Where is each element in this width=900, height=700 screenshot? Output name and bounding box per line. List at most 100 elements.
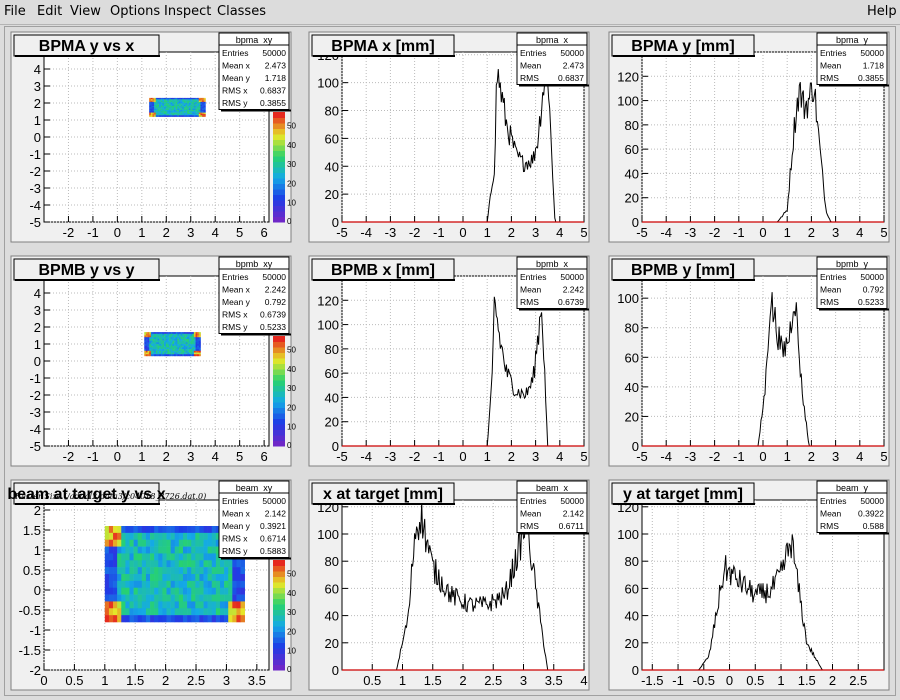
heatmap-cell (137, 594, 143, 602)
heatmap-cell (190, 105, 193, 108)
heatmap-cell (137, 532, 143, 541)
heatmap-cell (166, 526, 171, 534)
heatmap-cell (219, 608, 225, 616)
heatmap-cell (167, 100, 170, 103)
heatmap-cell (182, 115, 185, 117)
menu-options[interactable]: Options (110, 4, 161, 19)
stats-label: Mean (520, 509, 542, 519)
heatmap-cell (183, 99, 186, 101)
stats-value: 50000 (560, 272, 584, 282)
heatmap-cell (169, 347, 172, 350)
heatmap-cell (149, 112, 152, 115)
heatmap-cell (236, 601, 241, 609)
heatmap-cell (182, 109, 185, 112)
heatmap-cell (182, 338, 185, 341)
x-tick-label: 1.5 (126, 673, 144, 688)
menu-help[interactable]: Help (867, 4, 897, 19)
heatmap-cell (133, 580, 139, 589)
heatmap-cell (150, 103, 153, 105)
heatmap-cell (192, 100, 195, 103)
heatmap-cell (150, 109, 153, 112)
heatmap-cell (150, 539, 155, 547)
heatmap-cell (144, 345, 147, 348)
heatmap-cell (175, 332, 178, 335)
heatmap-cell (174, 332, 177, 335)
heatmap-cell (164, 345, 167, 348)
heatmap-cell (199, 580, 204, 589)
heatmap-cell (162, 349, 165, 352)
heatmap-cell (147, 347, 150, 350)
heatmap-cell (121, 608, 126, 616)
stats-label: RMS y (222, 322, 248, 332)
heatmap-cell (202, 104, 205, 107)
heatmap-cell (141, 560, 147, 568)
heatmap-cell (155, 111, 158, 113)
menu-view[interactable]: View (70, 4, 101, 19)
heatmap-cell (197, 349, 200, 352)
palette-step (273, 565, 285, 572)
heatmap-cell (166, 587, 171, 595)
y-tick-label: -3 (29, 405, 41, 420)
heatmap-cell (198, 115, 201, 117)
heatmap-cell (167, 340, 170, 343)
heatmap-cell (166, 553, 171, 561)
heatmap-cell (157, 338, 160, 341)
stats-value: 0.3855 (858, 73, 884, 83)
menu-inspect[interactable]: Inspect (164, 4, 212, 19)
palette-step (273, 407, 285, 414)
heatmap-cell (160, 113, 163, 116)
heatmap-cell (160, 111, 163, 113)
heatmap-cell (145, 580, 151, 589)
heatmap-cell (188, 108, 191, 111)
heatmap-cell (182, 574, 188, 582)
heatmap-cell (224, 560, 229, 568)
y-tick-label: -4 (29, 198, 41, 213)
heatmap-cell (224, 594, 229, 602)
heatmap-cell (169, 332, 172, 335)
heatmap-cell (180, 105, 183, 108)
heatmap-cell (203, 526, 208, 534)
heatmap-cell (154, 113, 157, 116)
palette-step (273, 664, 285, 671)
title-shadow (613, 55, 755, 57)
heatmap-cell (167, 112, 170, 115)
heatmap-cell (187, 532, 192, 541)
heatmap-cell (129, 594, 134, 602)
menu-classes[interactable]: Classes (217, 4, 266, 19)
heatmap-cell (207, 553, 213, 561)
heatmap-cell (224, 567, 229, 575)
heatmap-cell (182, 105, 185, 108)
heatmap-cell (172, 100, 175, 103)
heatmap-cell (173, 103, 176, 105)
heatmap-cell (193, 350, 196, 353)
heatmap-cell (154, 335, 157, 338)
heatmap-cell (164, 105, 167, 108)
stats-shadow (819, 308, 889, 311)
heatmap-cell (179, 344, 181, 346)
menu-file[interactable]: File (4, 4, 26, 19)
heatmap-cell (182, 560, 188, 568)
menu-edit[interactable]: Edit (37, 4, 63, 19)
stats-value: 0.5883 (260, 546, 286, 556)
stats-label: Mean x (222, 61, 251, 71)
heatmap-cell (187, 104, 190, 107)
heatmap-cell (133, 587, 139, 595)
heatmap-cell (191, 574, 196, 582)
root-canvas[interactable]: -5 -4 -3 -2 -1 0 1 2 3 4 -2 -1 0 1 2 3 4 5 6 10 20 30 40 50 0 BPM… (4, 26, 896, 696)
heatmap-cell (198, 335, 201, 338)
heatmap-cell (203, 97, 206, 100)
heatmap-cell (125, 601, 130, 609)
heatmap-cell (178, 105, 181, 108)
heatmap-cell (187, 105, 190, 108)
heatmap-cell (169, 342, 172, 345)
heatmap-cell (145, 601, 151, 609)
heatmap-cell (183, 349, 186, 352)
x-tick-label: 0 (759, 225, 766, 240)
heatmap-cell (104, 594, 110, 602)
heatmap-cell (215, 532, 221, 541)
heatmap-cell (164, 104, 167, 107)
heatmap-cell (240, 574, 245, 582)
heatmap-cell (202, 103, 205, 105)
heatmap-cell (152, 109, 155, 112)
heatmap-cell (159, 354, 162, 357)
